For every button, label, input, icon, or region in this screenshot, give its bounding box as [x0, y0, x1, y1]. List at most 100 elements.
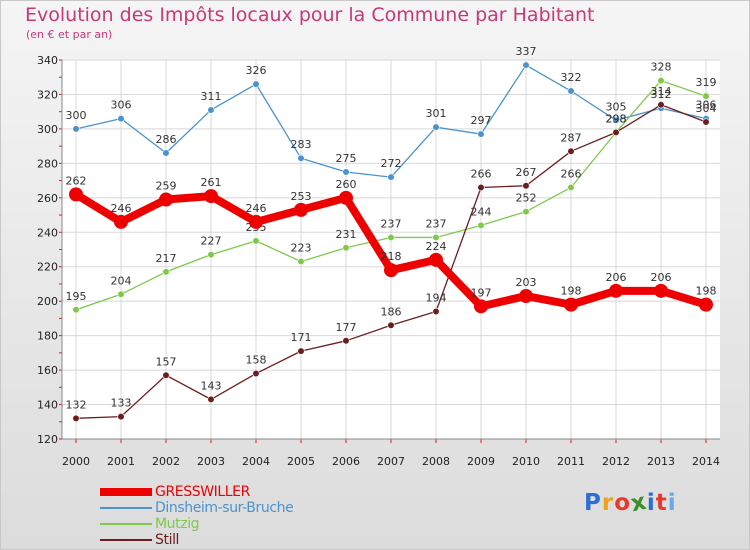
data-point — [342, 244, 350, 252]
data-point — [159, 192, 173, 207]
data-point — [567, 147, 575, 155]
data-point — [342, 337, 350, 345]
data-label: 275 — [336, 152, 357, 165]
data-point — [564, 297, 578, 312]
data-label: 132 — [66, 398, 87, 411]
x-tick-label: 2002 — [152, 455, 180, 468]
x-tick-label: 2011 — [557, 455, 585, 468]
data-point — [204, 189, 218, 204]
y-tick-label: 300 — [37, 123, 58, 136]
data-label: 206 — [651, 271, 672, 284]
data-point — [252, 237, 260, 245]
data-point — [384, 263, 398, 278]
data-label: 305 — [606, 100, 627, 113]
data-label: 286 — [156, 133, 177, 146]
x-tick-label: 2003 — [197, 455, 225, 468]
data-label: 314 — [651, 85, 672, 98]
data-label: 337 — [516, 45, 537, 58]
data-point — [387, 173, 395, 181]
data-label: 306 — [111, 99, 132, 112]
data-point — [207, 106, 215, 114]
data-point — [702, 118, 710, 126]
y-tick-label: 340 — [37, 54, 58, 67]
data-label: 266 — [471, 167, 492, 180]
data-label: 261 — [201, 176, 222, 189]
logo-letter: r — [601, 490, 615, 516]
data-point — [522, 61, 530, 69]
data-label: 203 — [516, 276, 537, 289]
chart-svg: 120 140 160 180 200 220 240 260 280 300 320 340 2000… — [37, 45, 720, 468]
x-tick-label: 2007 — [377, 455, 405, 468]
data-point — [114, 214, 128, 229]
data-label: 298 — [606, 112, 627, 125]
proxiti-logo: Proxiti — [584, 489, 677, 518]
data-label: 194 — [426, 292, 447, 305]
data-point — [117, 290, 125, 298]
data-point — [162, 371, 170, 379]
data-label: 300 — [66, 109, 87, 122]
data-point — [342, 168, 350, 176]
y-tick-label: 140 — [37, 399, 58, 412]
data-point — [432, 123, 440, 131]
data-label: 198 — [561, 285, 582, 298]
x-tick-label: 2012 — [602, 455, 630, 468]
data-label: 266 — [561, 167, 582, 180]
data-label: 267 — [516, 166, 537, 179]
data-label: 197 — [471, 286, 492, 299]
data-point — [474, 299, 488, 314]
data-label: 217 — [156, 252, 177, 265]
logo-letter: i — [646, 490, 656, 516]
data-point — [117, 413, 125, 421]
data-point — [477, 221, 485, 229]
data-point — [432, 233, 440, 242]
data-point — [567, 87, 575, 95]
data-label: 311 — [201, 90, 222, 103]
data-label: 319 — [696, 76, 717, 89]
data-label: 328 — [651, 61, 672, 74]
legend-label: Mutzig — [155, 516, 200, 532]
x-tick-label: 2008 — [422, 455, 450, 468]
legend-swatch — [100, 488, 152, 496]
data-point — [72, 125, 80, 133]
logo-letter: t — [655, 490, 668, 516]
data-point — [612, 128, 620, 136]
data-point — [702, 92, 710, 100]
data-label: 231 — [336, 228, 357, 241]
y-tick-label: 240 — [37, 226, 58, 239]
y-tick-label: 320 — [37, 88, 58, 101]
data-point — [207, 395, 215, 403]
data-point — [252, 369, 260, 378]
data-point — [387, 321, 395, 329]
x-tick-label: 2014 — [692, 455, 720, 468]
data-point — [297, 154, 305, 162]
x-tick-label: 2006 — [332, 455, 360, 468]
logo-letter: i — [667, 490, 677, 516]
data-label: 260 — [336, 178, 357, 191]
data-point — [654, 283, 668, 298]
data-label: 227 — [201, 235, 222, 248]
chart-title: Evolution des Impôts locaux pour la Comm… — [25, 4, 595, 26]
data-label: 326 — [246, 64, 267, 77]
data-label: 158 — [246, 354, 267, 367]
legend-label: Dinsheim-sur-Bruche — [155, 500, 294, 516]
x-tick-label: 2013 — [647, 455, 675, 468]
data-label: 244 — [471, 205, 492, 218]
data-label: 186 — [381, 305, 402, 318]
data-label: 259 — [156, 180, 177, 193]
data-point — [609, 283, 623, 298]
logo-letter: o — [614, 490, 632, 516]
series-gresswiller: 262 246 259 261 246 253 260 218 224 197 203 198 206 2… — [66, 174, 717, 314]
legend-label: GRESSWILLER — [155, 484, 250, 500]
data-label: 171 — [291, 331, 312, 344]
legend-swatch — [100, 523, 152, 525]
data-label: 304 — [696, 102, 717, 115]
data-label: 198 — [696, 285, 717, 298]
y-tick-label: 200 — [37, 295, 58, 308]
data-label: 306 — [696, 99, 717, 112]
y-tick-label: 180 — [37, 330, 58, 343]
y-tick-label: 220 — [37, 261, 58, 274]
data-point — [297, 257, 305, 266]
data-point — [297, 347, 305, 355]
data-label: 133 — [111, 397, 132, 410]
